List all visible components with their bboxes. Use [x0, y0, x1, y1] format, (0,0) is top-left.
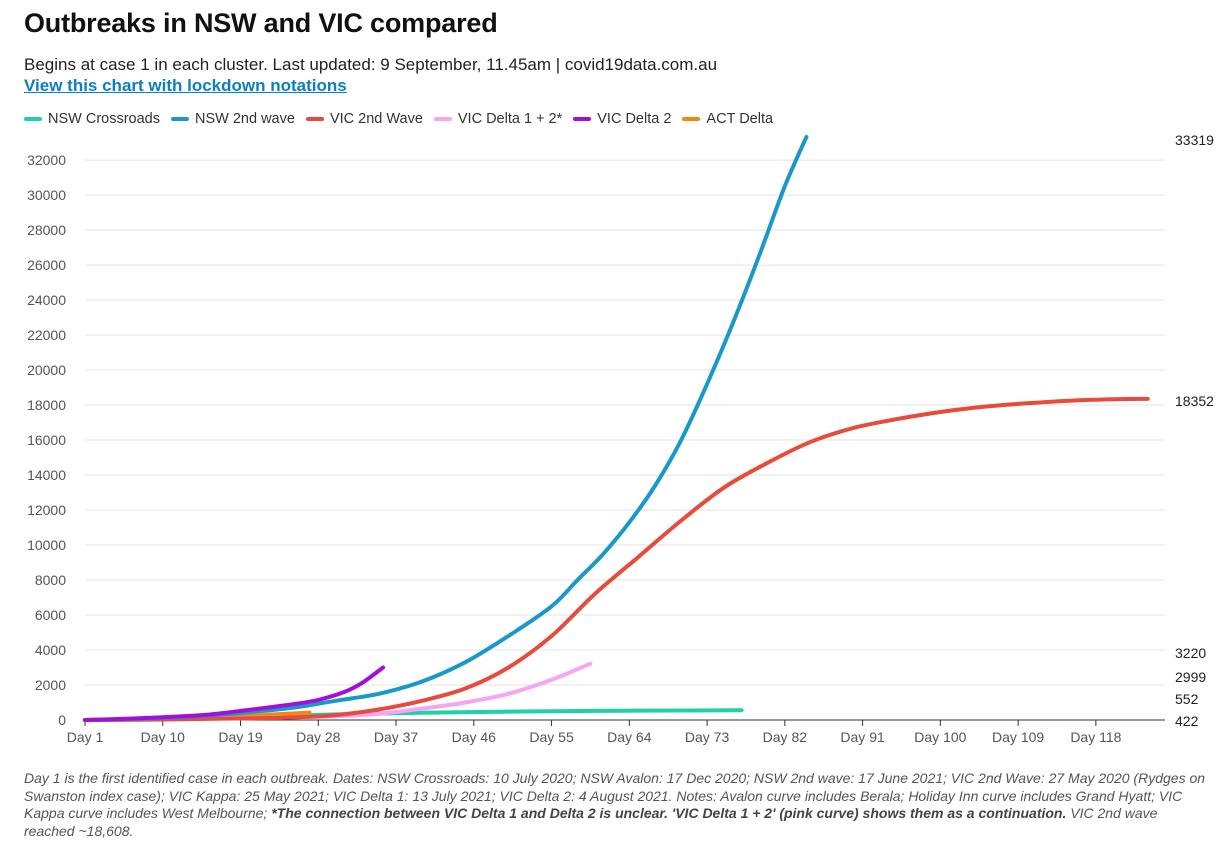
x-tick-label: Day 64 — [607, 729, 652, 745]
legend-label: NSW Crossroads — [48, 111, 160, 127]
legend-label: ACT Delta — [706, 111, 774, 127]
x-tick-label: Day 19 — [218, 729, 263, 745]
y-tick-label: 10000 — [27, 537, 66, 553]
series-line-nsw-2nd-wave — [83, 135, 809, 722]
x-tick-label: Day 46 — [452, 729, 497, 745]
chart-subtitle: Begins at case 1 in each cluster. Last u… — [24, 55, 718, 74]
x-tick-label: Day 82 — [763, 729, 808, 745]
x-tick-label: Day 91 — [840, 729, 885, 745]
footnote-text: Day 1 is the first identified case in ea… — [24, 770, 1206, 821]
end-value-label: 422 — [1175, 713, 1199, 729]
legend-swatch — [171, 117, 189, 121]
legend-label: VIC 2nd Wave — [329, 111, 423, 127]
end-value-label: 552 — [1175, 691, 1199, 707]
legend-swatch — [305, 117, 324, 121]
series-lines — [83, 135, 1150, 722]
x-tick-label: Day 10 — [141, 729, 186, 745]
x-tick-label: Day 118 — [1070, 729, 1121, 745]
y-tick-label: 32000 — [27, 152, 66, 168]
legend-swatch — [24, 117, 42, 121]
y-tick-label: 24000 — [27, 292, 66, 308]
x-tick-label: Day 28 — [296, 729, 341, 745]
y-tick-label: 16000 — [27, 432, 66, 448]
x-tick-label: Day 73 — [685, 729, 730, 745]
legend-label: VIC Delta 1 + 2* — [457, 111, 563, 127]
legend: NSW Crossroads NSW 2nd wave VIC 2nd Wave VI… — [24, 111, 784, 127]
y-tick-label: 4000 — [35, 642, 66, 658]
footnote-tail: VIC 2nd wave reached ~18,608. — [24, 805, 1158, 839]
y-tick-label: 6000 — [35, 607, 66, 623]
legend-item[interactable]: ACT Delta — [682, 111, 773, 127]
y-tick-label: 22000 — [27, 327, 66, 343]
chart-title: Outbreaks in NSW and VIC compared — [24, 8, 498, 38]
y-tick-label: 2000 — [35, 677, 66, 693]
legend-swatch — [573, 117, 592, 121]
x-axis: Day 1 Day 10 Day 19 Day 28 Day 37 Day 46 Day 5… — [67, 720, 1122, 745]
y-tick-label: 30000 — [27, 187, 66, 203]
series-line-vic-delta-2 — [83, 665, 386, 722]
legend-item[interactable]: VIC 2nd Wave — [305, 111, 423, 127]
legend-item[interactable]: NSW 2nd wave — [171, 111, 295, 127]
legend-label: VIC Delta 2 — [597, 111, 672, 127]
y-tick-label: 8000 — [35, 572, 66, 588]
end-value-label: 2999 — [1175, 669, 1206, 685]
y-tick-label: 0 — [58, 712, 66, 728]
y-tick-label: 12000 — [27, 502, 66, 518]
y-tick-label: 18000 — [27, 397, 66, 413]
gridlines — [85, 159, 1165, 721]
end-value-label: 18352 — [1175, 393, 1214, 409]
legend-swatch — [682, 117, 701, 121]
lockdown-notations-link[interactable]: View this chart with lockdown notations — [24, 76, 347, 95]
y-tick-label: 14000 — [27, 467, 66, 483]
y-axis: 0 2000 4000 6000 8000 10000 12000 14000 16000 180… — [27, 152, 66, 728]
footnote: Day 1 is the first identified case in ea… — [24, 770, 1209, 840]
end-value-label: 33319 — [1175, 132, 1214, 148]
y-tick-label: 26000 — [27, 257, 66, 273]
legend-item[interactable]: VIC Delta 1 + 2* — [433, 111, 563, 127]
y-tick-label: 20000 — [27, 362, 66, 378]
legend-swatch — [433, 117, 452, 121]
x-tick-label: Day 37 — [374, 729, 419, 745]
x-tick-label: Day 55 — [529, 729, 574, 745]
footnote-bold: *The connection between VIC Delta 1 and … — [271, 805, 1067, 821]
series-line-vic-2nd-wave — [83, 396, 1150, 722]
legend-label: NSW 2nd wave — [195, 111, 295, 127]
line-chart: 0 2000 4000 6000 8000 10000 12000 14000 16000 180… — [27, 132, 1214, 745]
legend-item[interactable]: VIC Delta 2 — [573, 111, 671, 127]
y-tick-label: 28000 — [27, 222, 66, 238]
end-labels: 33319 18352 3220 2999 552 422 — [1175, 132, 1214, 729]
x-tick-label: Day 1 — [67, 729, 104, 745]
x-tick-label: Day 109 — [992, 729, 1044, 745]
end-value-label: 3220 — [1175, 645, 1206, 661]
x-tick-label: Day 100 — [914, 729, 966, 745]
legend-item[interactable]: NSW Crossroads — [24, 111, 160, 127]
